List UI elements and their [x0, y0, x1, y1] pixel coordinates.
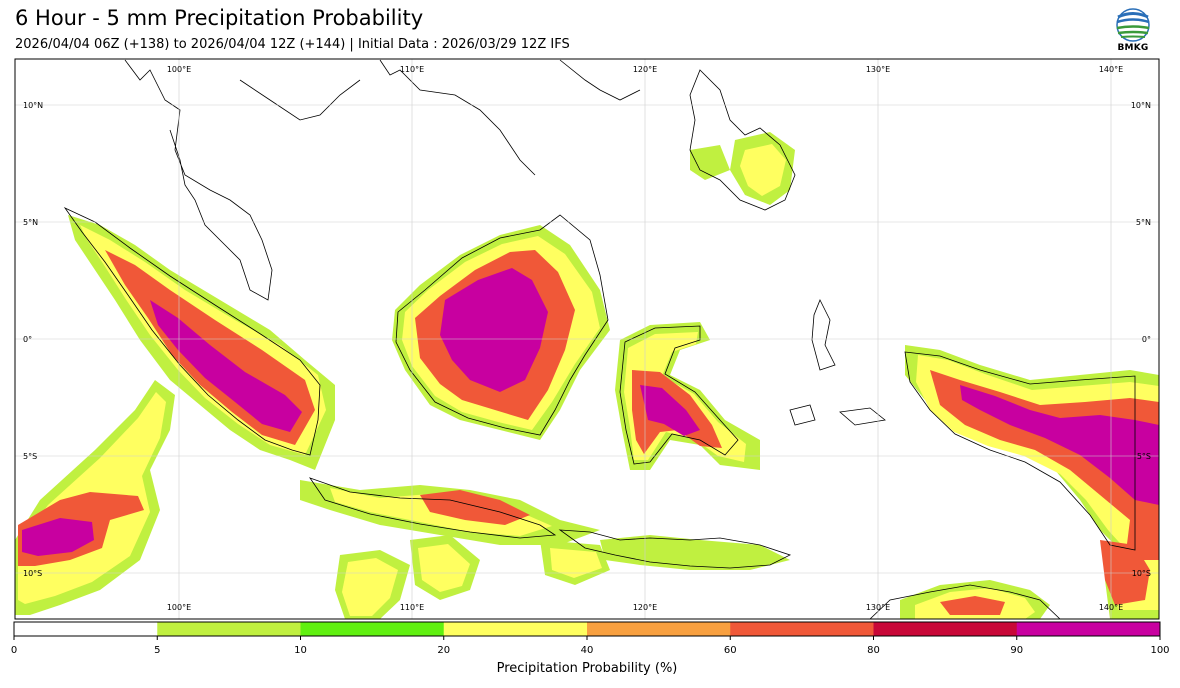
lon-label-bottom: 100°E — [167, 603, 191, 612]
lat-label-right: 5°N — [1136, 218, 1151, 227]
lat-label-left: 10°N — [23, 101, 43, 110]
precip-area — [22, 518, 94, 556]
chart-subtitle: 2026/04/04 06Z (+138) to 2026/04/04 12Z … — [15, 37, 570, 52]
coast-sumatra — [63, 206, 321, 456]
colorbar-tick-label: 80 — [867, 645, 880, 656]
lon-label-top: 110°E — [400, 65, 424, 74]
coast-maluku — [789, 404, 886, 426]
precip-area — [342, 558, 398, 616]
precipitation-field — [15, 132, 1159, 619]
precip-area — [690, 145, 730, 180]
coast-lesser-sunda — [558, 529, 792, 569]
colorbar-segment — [587, 622, 731, 636]
colorbar-tick-label: 0 — [11, 645, 17, 656]
colorbar-tick-label: 100 — [1150, 645, 1169, 656]
graticule — [15, 59, 1159, 619]
lat-label-left: 5°N — [23, 218, 38, 227]
colorbar-tick-label: 60 — [724, 645, 737, 656]
lon-label-top: 140°E — [1099, 65, 1123, 74]
precip-area — [740, 144, 786, 196]
chart-title: 6 Hour - 5 mm Precipitation Probability — [15, 6, 424, 30]
precip-area — [1100, 540, 1150, 605]
logo-text: BMKG — [1117, 43, 1149, 53]
lon-label-top: 100°E — [167, 65, 191, 74]
coast-mainland — [124, 59, 641, 301]
lon-label-top: 130°E — [866, 65, 890, 74]
precip-area — [940, 596, 1005, 615]
lat-label-left: 5°S — [23, 452, 37, 461]
coast-java — [308, 477, 557, 539]
coast-borneo — [395, 214, 609, 436]
precip-area — [418, 544, 470, 592]
colorbar-tick-label: 40 — [581, 645, 594, 656]
colorbar-segment — [300, 622, 445, 636]
colorbar-segment — [443, 622, 588, 636]
colorbar-label: Precipitation Probability (%) — [496, 661, 678, 676]
coast-philippines — [689, 69, 796, 211]
lat-label-right: 5°S — [1137, 452, 1151, 461]
colorbar-segment — [157, 622, 301, 636]
precip-area — [420, 490, 530, 525]
precip-area — [640, 385, 700, 436]
colorbar-tick-label: 5 — [154, 645, 160, 656]
colorbar-segment — [14, 622, 158, 636]
coast-australia — [869, 584, 1061, 619]
colorbar-tick-label: 10 — [294, 645, 307, 656]
lat-label-left: 10°S — [23, 569, 42, 578]
colorbar-tick-label: 90 — [1010, 645, 1023, 656]
precip-area — [440, 268, 548, 392]
colorbar-ticks: 0 5 10 20 40 60 80 90 100 — [11, 636, 1170, 656]
bmkg-logo: BMKG — [1112, 8, 1154, 54]
coast-halmahera — [811, 299, 836, 371]
lon-label-bottom: 120°E — [633, 603, 657, 612]
colorbar-segment — [1016, 622, 1161, 636]
colorbar-segment — [873, 622, 1018, 636]
coastlines — [63, 59, 1136, 619]
precip-area — [960, 385, 1159, 505]
precip-area — [550, 548, 602, 578]
lat-label-right: 10°S — [1132, 569, 1151, 578]
colorbar-segment — [730, 622, 874, 636]
colorbar-segments — [14, 622, 1161, 636]
coast-sulawesi — [619, 325, 739, 465]
coast-new-guinea — [904, 351, 1136, 551]
lon-label-bottom: 140°E — [1099, 603, 1123, 612]
globe-icon — [1116, 8, 1150, 42]
colorbar-tick-label: 20 — [437, 645, 450, 656]
lon-label-bottom: 130°E — [866, 603, 890, 612]
lon-label-top: 120°E — [633, 65, 657, 74]
map-frame — [14, 58, 1160, 620]
lat-label-right: 0° — [1142, 335, 1151, 344]
precip-area — [150, 300, 302, 432]
lon-label-bottom: 110°E — [400, 603, 424, 612]
lat-label-left: 0° — [23, 335, 32, 344]
lat-label-right: 10°N — [1131, 101, 1151, 110]
